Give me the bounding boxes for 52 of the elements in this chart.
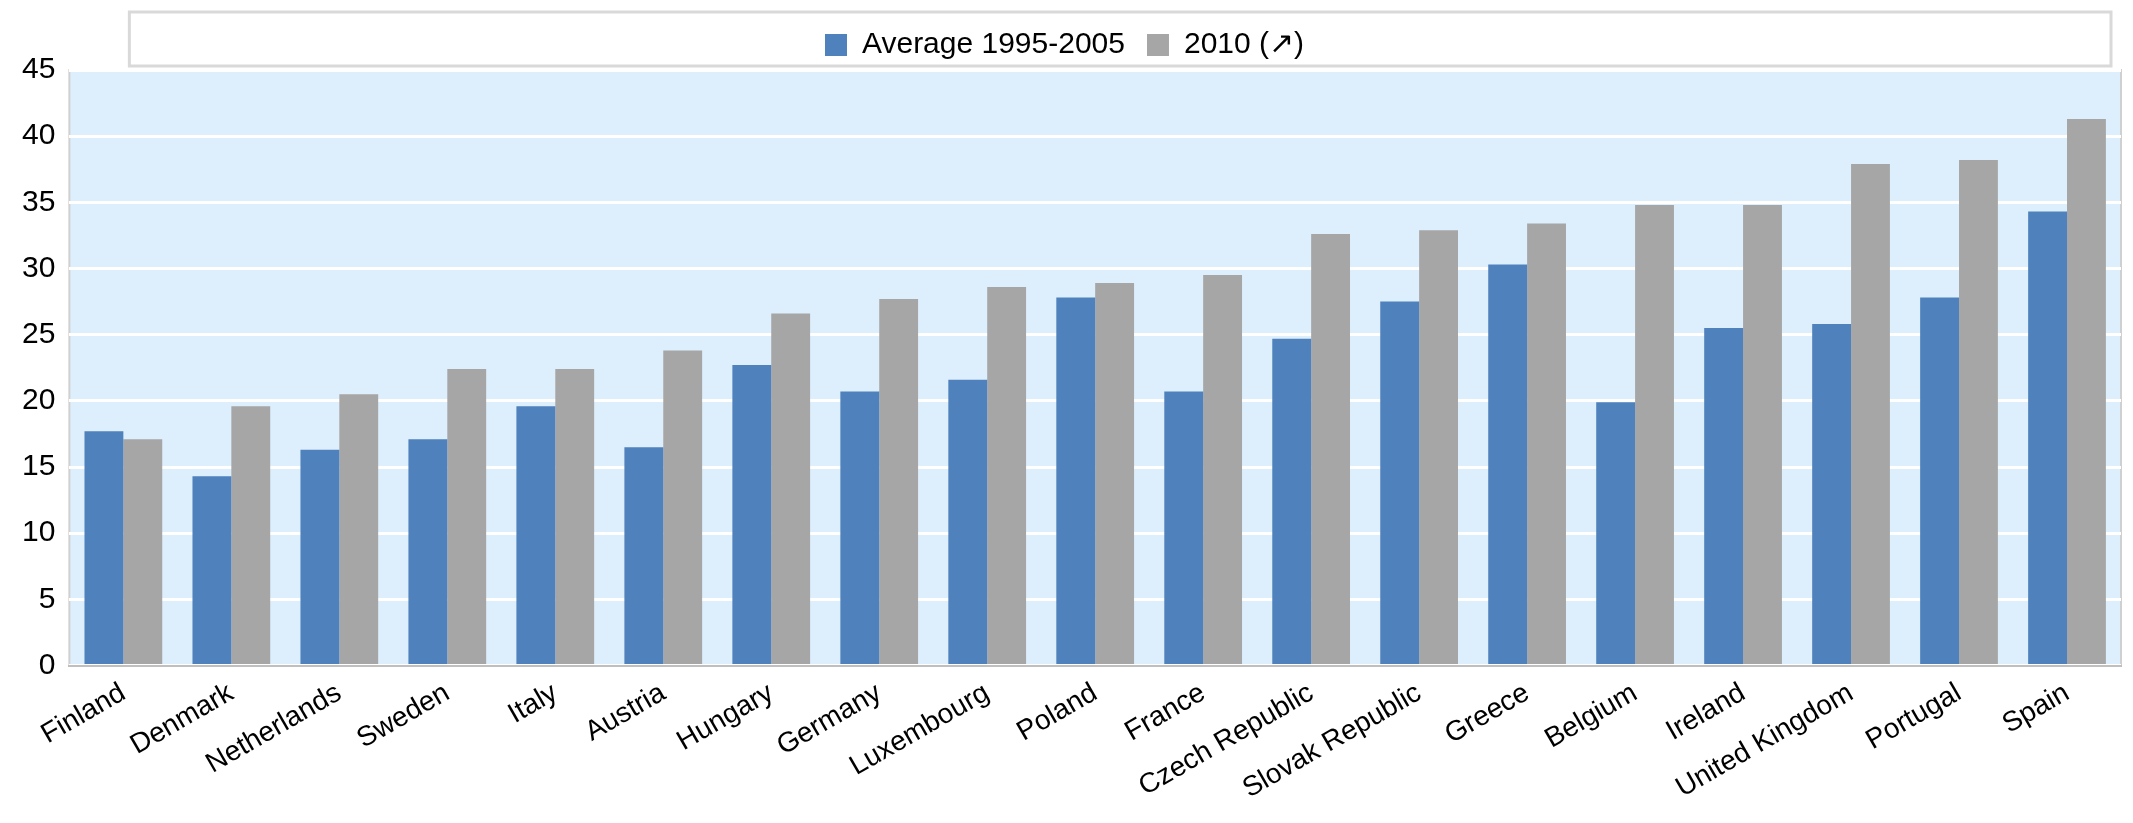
bar (1380, 301, 1420, 665)
bar (1419, 230, 1458, 665)
bar (555, 369, 595, 665)
legend-label: Average 1995-2005 (861, 26, 1125, 60)
y-tick-label: 20 (21, 382, 56, 416)
bar (339, 394, 379, 665)
bar (192, 476, 232, 665)
x-tick-label: Italy (502, 676, 563, 729)
bar (408, 439, 448, 665)
bar (2067, 118, 2106, 665)
bar (1203, 275, 1243, 665)
bar (732, 365, 772, 665)
bar (1095, 283, 1135, 665)
bar (1743, 204, 1782, 665)
bar (123, 439, 163, 665)
y-tick-label: 30 (21, 249, 56, 283)
y-tick-label: 40 (21, 117, 56, 151)
bar (1959, 159, 1998, 665)
bar (879, 298, 919, 665)
bar (624, 447, 664, 665)
bar (1527, 223, 1566, 665)
bar (84, 431, 124, 665)
bar (1488, 264, 1528, 665)
y-tick-label: 5 (38, 580, 56, 614)
bar (1311, 234, 1351, 665)
bar (1920, 297, 1960, 665)
y-tick-label: 0 (38, 646, 56, 680)
legend-label: 2010 (↗) (1183, 26, 1305, 60)
x-tick-label: Spain (1996, 676, 2074, 739)
bar (447, 369, 487, 665)
bar (1704, 328, 1744, 665)
bar (1635, 204, 1674, 665)
bar (1272, 338, 1312, 665)
y-tick-label: 35 (21, 183, 56, 217)
bar (1812, 324, 1852, 665)
y-tick-label: 45 (21, 51, 56, 85)
bar (516, 406, 556, 665)
y-tick-label: 25 (21, 315, 56, 349)
bar (1164, 391, 1204, 665)
bar (1056, 297, 1096, 665)
bar (2028, 211, 2068, 665)
bar (948, 379, 988, 665)
bar (987, 287, 1027, 665)
bar (771, 313, 811, 665)
bar (231, 406, 271, 665)
bar (1851, 163, 1890, 665)
y-tick-label: 10 (21, 514, 56, 548)
bar (663, 350, 703, 665)
bar (840, 391, 880, 665)
bar (1596, 402, 1636, 665)
y-tick-label: 15 (21, 448, 56, 482)
bar (300, 449, 340, 665)
